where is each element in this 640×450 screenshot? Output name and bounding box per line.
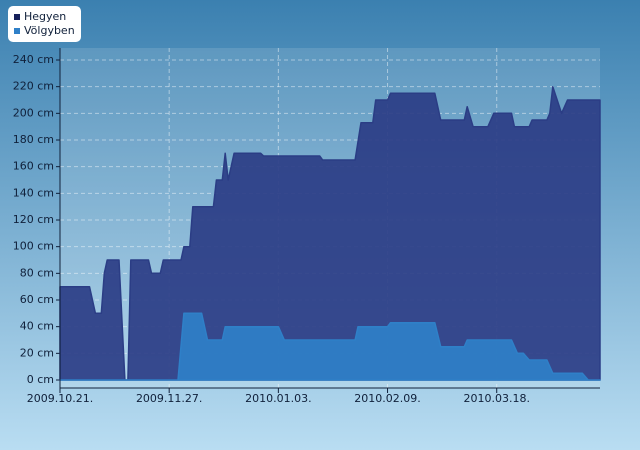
x-tick-label: 2010.03.18.: [463, 392, 529, 405]
y-tick-label: 240 cm: [13, 53, 54, 66]
y-tick-label: 0 cm: [27, 373, 54, 386]
legend-swatch: [14, 28, 20, 34]
y-tick-label: 160 cm: [13, 160, 54, 173]
legend-swatch: [14, 14, 20, 20]
y-tick-label: 120 cm: [13, 213, 54, 226]
legend-label: Hegyen: [24, 10, 66, 23]
legend-box: [8, 6, 81, 42]
y-tick-label: 180 cm: [13, 133, 54, 146]
y-tick-label: 220 cm: [13, 80, 54, 93]
area: [59, 312, 601, 381]
x-tick-label: 2010.02.09.: [354, 392, 420, 405]
x-tick-label: 2010.01.03.: [245, 392, 311, 405]
y-tick-label: 20 cm: [20, 346, 54, 359]
y-tick-label: 40 cm: [20, 320, 54, 333]
y-tick-label: 100 cm: [13, 240, 54, 253]
y-tick-label: 60 cm: [20, 293, 54, 306]
y-tick-label: 140 cm: [13, 186, 54, 199]
x-tick-label: 2009.10.21.: [27, 392, 93, 405]
x-tick-label: 2009.11.27.: [136, 392, 202, 405]
legend-label: Völgyben: [24, 24, 75, 37]
y-tick-label: 80 cm: [20, 266, 54, 279]
y-tick-label: 200 cm: [13, 106, 54, 119]
